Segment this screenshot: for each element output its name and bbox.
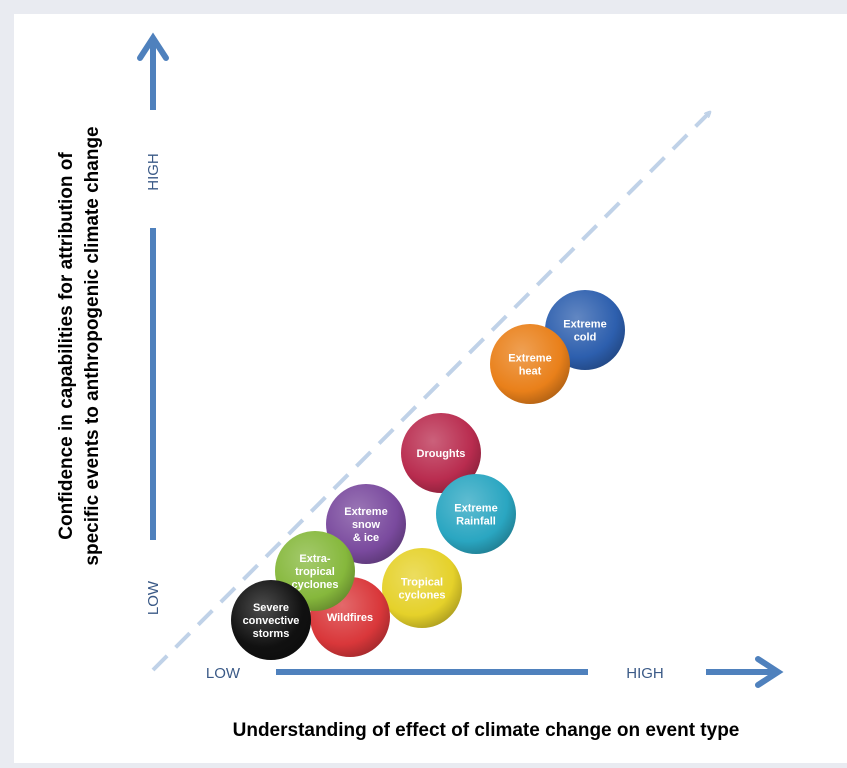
y-axis-title-line1: Confidence in capabilities for attributi…: [56, 152, 77, 540]
bubble-label-line: Rainfall: [456, 516, 496, 528]
bubble-extreme-rainfall: Extreme Rainfall: [436, 474, 516, 554]
bubble-circle: [490, 324, 570, 404]
x-axis-high-label: HIGH: [626, 665, 664, 682]
bubble-label-line: Extreme: [344, 506, 387, 518]
y-axis-high-label: HIGH: [145, 153, 162, 191]
bubble-label: Extreme Rainfall: [454, 503, 497, 528]
y-axis-top-arrow: [137, 32, 169, 110]
bubble-label-line: Extra-: [299, 553, 331, 565]
bubble-label-line: Extreme: [454, 503, 497, 515]
diagram-panel: [14, 14, 847, 763]
bubble-label: Extreme heat: [508, 353, 551, 378]
bubble-label-line: cyclones: [398, 590, 445, 602]
bubble-circle: [401, 413, 481, 493]
bubble-label-line: Droughts: [417, 448, 466, 460]
bubble-label-line: & ice: [353, 532, 379, 544]
bubble-label: Droughts: [417, 448, 466, 460]
bubble-label: Severe convective storms: [243, 602, 300, 640]
bubble-label-line: storms: [253, 628, 290, 640]
bubble-label: Extreme cold: [563, 319, 606, 344]
bubble-label-line: Tropical: [401, 577, 443, 589]
bubble-label-line: tropical: [295, 566, 335, 578]
bubble-label-line: Extreme: [563, 319, 606, 331]
bubble-label-line: cyclones: [291, 579, 338, 591]
bubble-circle: [382, 548, 462, 628]
bubble-label-line: Extreme: [508, 353, 551, 365]
x-axis-low-label: LOW: [206, 665, 241, 682]
y-axis-title-line2: specific events to anthropogenic climate…: [82, 126, 103, 565]
bubble-label-line: heat: [519, 366, 542, 378]
bubble-circle: [436, 474, 516, 554]
bubble-droughts: Droughts: [401, 413, 481, 493]
y-axis-low-label: LOW: [145, 580, 162, 615]
bubble-label: Tropical cyclones: [398, 577, 445, 602]
bubble-circle: [231, 580, 311, 660]
bubble-label: Wildfires: [327, 612, 373, 624]
x-axis-title: Understanding of effect of climate chang…: [233, 720, 740, 741]
bubble-label-line: cold: [574, 332, 597, 344]
bubble-label-line: Wildfires: [327, 612, 373, 624]
bubble-label-line: convective: [243, 615, 300, 627]
bubble-extreme-heat: Extreme heat: [490, 324, 570, 404]
bubble-label-line: Severe: [253, 602, 289, 614]
bubble-label-line: snow: [352, 519, 381, 531]
x-axis-right-arrow: [706, 656, 784, 688]
bubble-label: Extreme snow & ice: [344, 506, 387, 544]
bubble-severe-convective-storms: Severe convective storms: [231, 580, 311, 660]
bubble-tropical-cyclones: Tropical cyclones: [382, 548, 462, 628]
bubble-label: Extra-tropical cyclones: [291, 553, 338, 591]
diagonal-dashed-arrow: [151, 112, 710, 672]
bubble-circle: [326, 484, 406, 564]
bubble-extreme-snow-ice: Extreme snow & ice: [326, 484, 406, 564]
